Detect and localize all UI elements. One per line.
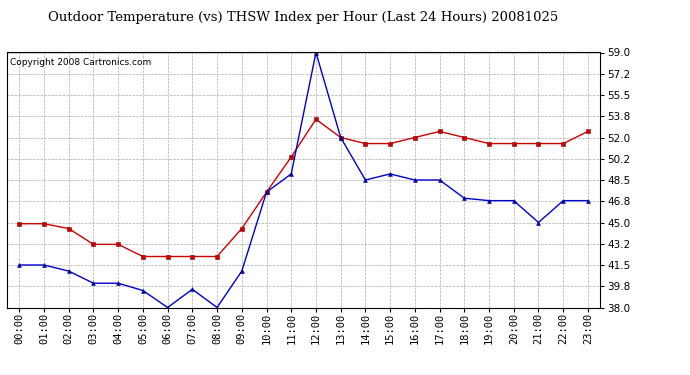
Text: Copyright 2008 Cartronics.com: Copyright 2008 Cartronics.com: [10, 58, 151, 67]
Text: Outdoor Temperature (vs) THSW Index per Hour (Last 24 Hours) 20081025: Outdoor Temperature (vs) THSW Index per …: [48, 11, 559, 24]
